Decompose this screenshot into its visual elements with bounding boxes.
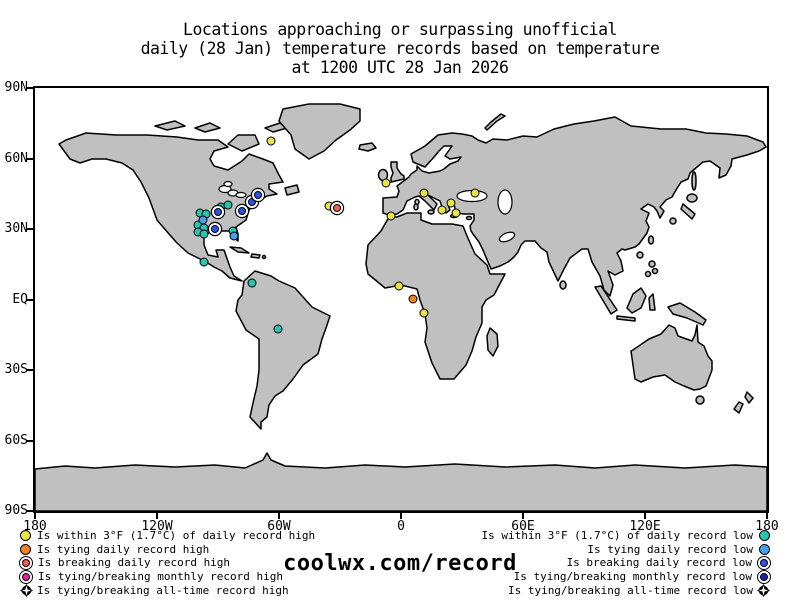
map-point-within-low: [199, 229, 209, 239]
title-line-3: at 1200 UTC 28 Jan 2026: [291, 58, 509, 77]
legend-label: Is tying/breaking monthly record low: [513, 570, 752, 584]
all-time-record-burst-icon: [757, 583, 770, 597]
map-point-within-high: [266, 136, 276, 146]
lat-tick: [26, 369, 33, 371]
map-point-within-high: [446, 198, 456, 208]
lat-tick: [26, 87, 33, 89]
lon-tick: [156, 513, 158, 519]
legend-item-tying-high: Is tying daily record high: [20, 543, 315, 557]
lat-tick: [26, 157, 33, 160]
legend-label: Is tying daily record high: [37, 542, 210, 556]
legend-item-monthly-high: Is tying/breaking monthly record high: [20, 570, 315, 584]
legend-label: Is tying daily record low: [587, 542, 753, 556]
map-point-within-high: [419, 308, 429, 318]
lon-label-180-6: 180: [755, 519, 779, 534]
within-low-dot-icon: [759, 530, 770, 542]
lat-label-90s: 90S: [4, 503, 28, 519]
page-title: Locations approaching or surpassing unof…: [0, 20, 800, 77]
tying-low-dot-icon: [759, 543, 770, 555]
axis-layer: 90N 60N 30N EQ 30S 60S 90S 180 120W 60W 0 60E 120E 18…: [5, 80, 779, 534]
legend-item-within-high: Is within 3°F (1.7°C) of daily record hi…: [20, 529, 315, 543]
lat-tick: [26, 510, 33, 512]
legend-item-alltime-high: Is tying/breaking all-time record high: [20, 583, 315, 597]
legend-record-high: Is within 3°F (1.7°C) of daily record hi…: [20, 529, 315, 597]
lat-tick: [26, 298, 33, 301]
lat-label-60n: 60N: [4, 150, 28, 166]
map-point-within-high: [381, 178, 391, 188]
map-point-within-high: [419, 188, 429, 198]
dot-layer: [35, 88, 767, 511]
map-point-tying-high: [408, 294, 418, 304]
lon-label-60w-2: 60W: [267, 519, 291, 534]
lat-tick: [26, 439, 33, 442]
lat-label-eq: EQ: [12, 291, 28, 307]
world-map-image: [35, 103, 767, 511]
map-point-within-low: [273, 324, 283, 334]
legend-label: Is breaking daily record high: [38, 556, 231, 570]
legend-label: Is within 3°F (1.7°C) of daily record lo…: [481, 529, 753, 543]
legend-label: Is tying/breaking all-time record high: [37, 583, 289, 597]
legend-item-breaking-high: Is breaking daily record high: [20, 556, 315, 570]
map-point-breaking-low: [214, 208, 222, 216]
map-point-breaking-low: [211, 225, 219, 233]
legend-label: Is tying/breaking all-time record low: [507, 583, 753, 597]
title-line-2: daily (28 Jan) temperature records based…: [140, 39, 660, 58]
legend-record-low: Is within 3°F (1.7°C) of daily record lo…: [481, 529, 770, 597]
map-point-within-high: [394, 281, 404, 291]
lon-label-120e-5: 120E: [629, 519, 661, 534]
all-time-record-burst-icon: [20, 583, 33, 597]
monthly-low-dot-icon: [760, 572, 768, 581]
legend-item-tying-low: Is tying daily record low: [481, 543, 770, 557]
title-line-1: Locations approaching or surpassing unof…: [183, 20, 617, 39]
legend-item-within-low: Is within 3°F (1.7°C) of daily record lo…: [481, 529, 770, 543]
lat-tick: [26, 228, 33, 230]
lon-label-180-0: 180: [23, 519, 47, 534]
map-point-breaking-high: [333, 204, 341, 212]
within-high-dot-icon: [20, 530, 31, 542]
map-point-within-high: [437, 205, 447, 215]
breaking-high-dot-icon: [22, 558, 30, 567]
lat-label-30s: 30S: [4, 362, 28, 378]
breaking-low-dot-icon: [760, 558, 768, 567]
lon-tick: [34, 513, 36, 519]
lon-tick: [278, 513, 280, 519]
lon-label-60e-4: 60E: [511, 519, 535, 534]
map-point-within-low: [247, 278, 257, 288]
world-map: 90N 60N 30N EQ 30S 60S 90S 180 120W 60W 0 60E 120E 18…: [5, 80, 779, 534]
lat-label-90n: 90N: [4, 80, 28, 96]
monthly-high-dot-icon: [22, 572, 30, 581]
map-point-breaking-low: [254, 191, 262, 199]
map-point-breaking-low: [238, 207, 246, 215]
watermark-url: coolwx.com/record: [283, 551, 517, 576]
lon-tick: [522, 513, 524, 519]
map-point-within-low: [199, 257, 209, 267]
map-point-within-high: [386, 211, 396, 221]
legend-label: Is breaking daily record low: [566, 556, 752, 570]
legend-label: Is within 3°F (1.7°C) of daily record hi…: [37, 529, 316, 543]
lon-tick: [766, 513, 768, 519]
legend-label: Is tying/breaking monthly record high: [38, 570, 284, 584]
tying-high-dot-icon: [20, 543, 31, 555]
legend-item-alltime-low: Is tying/breaking all-time record low: [481, 583, 770, 597]
lat-label-60s: 60S: [4, 432, 28, 448]
lat-label-30n: 30N: [4, 221, 28, 237]
map-point-tying-low: [198, 215, 208, 225]
map-point-within-high: [451, 208, 461, 218]
legend-item-monthly-low: Is tying/breaking monthly record low: [481, 570, 770, 584]
lon-label-0-3: 0: [397, 519, 405, 534]
legend-item-breaking-low: Is breaking daily record low: [481, 556, 770, 570]
map-point-within-high: [470, 188, 480, 198]
lon-label-120w-1: 120W: [141, 519, 173, 534]
lon-tick: [644, 513, 646, 519]
map-point-breaking-low: [248, 198, 256, 206]
map-point-tying-low: [229, 231, 239, 241]
map-point-within-low: [223, 200, 233, 210]
lon-tick: [400, 513, 402, 519]
